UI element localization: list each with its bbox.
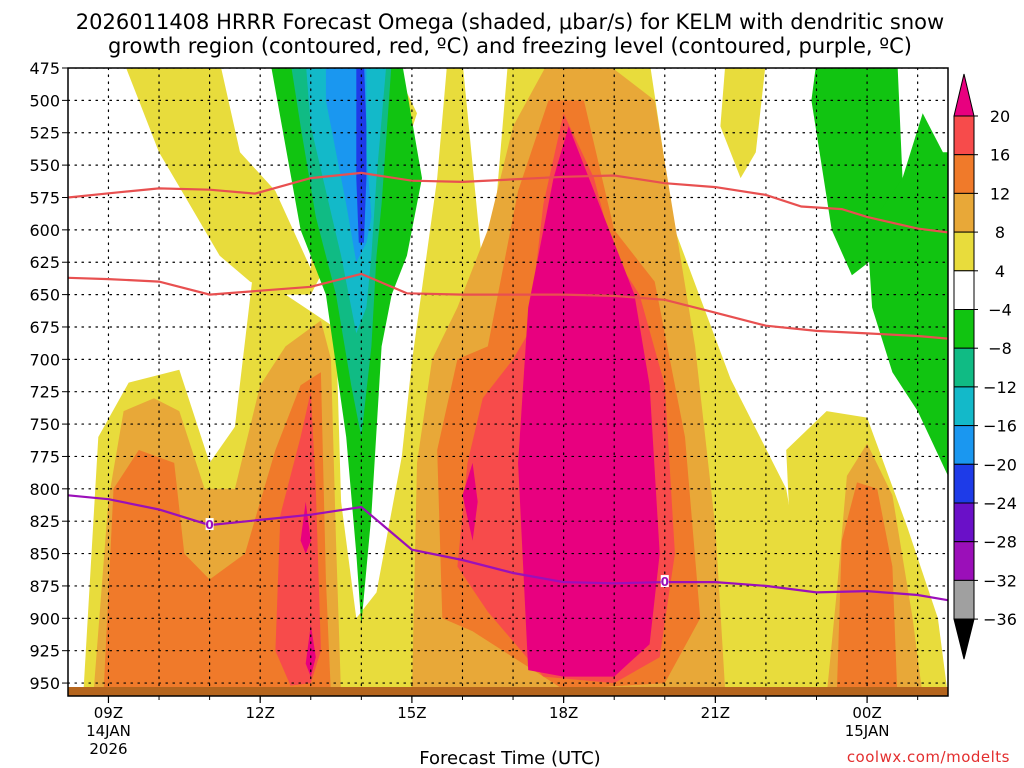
x-tick-date: 15JAN [845,722,890,740]
x-tick-label: 21Z [701,704,730,722]
ground-strip [68,687,948,696]
y-tick-label: 900 [29,609,60,628]
colorbar-label: −32 [983,571,1017,590]
colorbar-bin [953,541,975,581]
colorbar-label: −24 [983,494,1017,513]
x-tick-label: 18Z [549,704,578,722]
freezing-label-text: 0 [661,575,669,589]
y-tick-label: 750 [29,415,60,434]
y-tick-label: 725 [29,383,60,402]
y-tick-label: 500 [29,91,60,110]
y-axis: 475 500 525 550 575 600 625 650 675 700 725 750 775 8… [29,59,68,693]
freezing-level-label: 0 [661,575,669,589]
chart-title-line-1: 2026011408 HRRR Forecast Omega (shaded, … [76,10,944,34]
omega-region [836,482,898,696]
y-tick-label: 575 [29,188,60,207]
y-tick-label: 475 [29,59,60,78]
omega-region [356,68,367,243]
freezing-level-label: 0 [205,518,214,532]
colorbar-label: 4 [995,262,1005,281]
omega-region [103,372,332,696]
colorbar-bin [953,347,975,388]
x-tick-label: 12Z [245,704,274,722]
y-tick-label: 875 [29,577,60,596]
x-axis-title: Forecast Time (UTC) [419,748,600,768]
y-tick-label: 650 [29,286,60,305]
y-tick-label: 950 [29,674,60,693]
colorbar-label: 20 [990,107,1010,126]
freezing-label-background [205,518,214,531]
colorbar-label: −20 [983,455,1017,474]
y-tick-label: 600 [29,221,60,240]
dgz-contour-line [68,272,948,340]
colorbar-label: 8 [995,223,1005,242]
plot-frame [67,67,949,697]
colorbar-bin [953,502,975,543]
contour-lines: 00 [68,171,948,602]
colorbar-bin [953,579,975,620]
colorbar-label: 12 [990,184,1010,203]
site-credit: coolwx.com/modelts [847,748,1010,766]
y-tick-label: 550 [29,156,60,175]
y-tick-label: 775 [29,447,60,466]
dgz-contour-line [68,171,948,234]
colorbar-label: −4 [988,301,1012,320]
colorbar: 20 16 12 8 4 −4 −8 −12 −16 −20 −24 −28 −32 −36 [953,73,1017,660]
colorbar-label: −36 [983,610,1017,629]
y-tick-label: 850 [29,545,60,564]
plot-area: 00 [68,68,948,696]
x-tick-date: 14JAN [86,722,131,740]
omega-shading [83,68,948,696]
freezing-label-text: 0 [205,518,213,532]
colorbar-bottom-arrow [953,618,975,660]
colorbar-label: −8 [988,339,1012,358]
colorbar-label: −12 [983,378,1017,397]
freezing-label-background [660,575,669,588]
omega-region [300,501,311,554]
omega-region [275,391,321,686]
y-tick-label: 825 [29,512,60,531]
x-tick-label: 00Z [852,704,881,722]
colorbar-bin [953,115,975,156]
colorbar-bin [953,386,975,427]
y-tick-label: 700 [29,350,60,369]
x-tick-label: 15Z [397,704,426,722]
y-tick-label: 625 [29,253,60,272]
chart-title-line-2: growth region (contoured, red, ºC) and f… [108,34,912,58]
y-tick-label: 800 [29,480,60,499]
y-tick-label: 675 [29,318,60,337]
colorbar-bin [953,270,975,310]
colorbar-bin [953,425,975,465]
omega-region [518,126,660,677]
colorbar-bin [953,231,975,272]
y-tick-label: 925 [29,642,60,661]
colorbar-bin [953,154,975,194]
colorbar-bin [953,192,975,233]
x-tick-label: 09Z [94,704,123,722]
y-tick-label: 525 [29,124,60,143]
colorbar-bin [953,309,975,349]
colorbar-label: −16 [983,417,1017,436]
colorbar-label: −28 [983,533,1017,552]
colorbar-bin [953,463,975,504]
x-tick-year: 2026 [89,740,127,758]
omega-region [720,68,766,179]
colorbar-label: 16 [990,146,1010,165]
